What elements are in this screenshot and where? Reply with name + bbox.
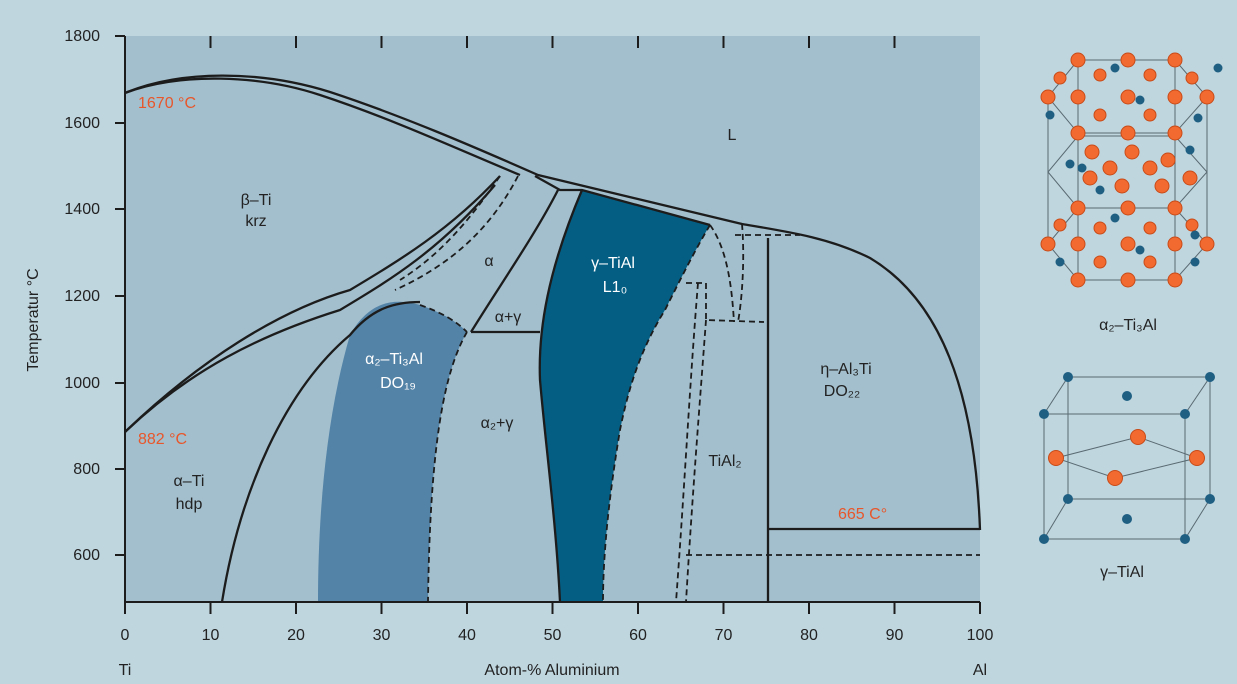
- phase-label-alpha: α: [484, 253, 493, 270]
- y-tick-label: 1600: [64, 115, 100, 132]
- dashed-tial2-left: [675, 282, 699, 603]
- alpha2-crystal-caption: α₂–Ti₃Al: [1099, 317, 1157, 334]
- x-tick-label: 10: [202, 627, 220, 644]
- x-tick-label: 60: [629, 627, 647, 644]
- ti-transition-label: 882 °C: [138, 431, 187, 448]
- gamma-region: [539, 190, 710, 602]
- x-tick-label: 20: [287, 627, 305, 644]
- y-axis-title: Temperatur °C: [25, 268, 42, 371]
- x-axis-right-end: Al: [973, 662, 987, 679]
- dashed-gamma-right: [602, 224, 711, 603]
- alpha2-bottom-layer-atoms: [1040, 200, 1215, 288]
- dashed-tial2-left-2: [685, 319, 707, 603]
- x-tick-label: 90: [886, 627, 904, 644]
- alpha2-crystal-illustration: [1040, 52, 1223, 288]
- x-tick-label: 30: [373, 627, 391, 644]
- dashed-upper-right-1: [709, 224, 735, 323]
- phase-label-gamma: γ–TiAl: [591, 255, 635, 272]
- phase-label-beta-struct: krz: [245, 213, 266, 230]
- phase-label-alpha2-struct: DO₁₉: [380, 375, 416, 392]
- y-tick-label: 1000: [64, 375, 100, 392]
- ti-melting-point-label: 1670 °C: [138, 95, 196, 112]
- dashed-alpha2-right: [427, 331, 468, 603]
- y-tick-label: 1400: [64, 201, 100, 218]
- gamma-crystal-caption: γ–TiAl: [1100, 564, 1144, 581]
- al-eutectic-label: 665 C°: [838, 506, 887, 523]
- liquidus-lower: [124, 77, 521, 177]
- dashed-upper-right-2: [737, 223, 745, 323]
- phase-label-eta: η–Al₃Ti: [820, 361, 871, 378]
- x-ticks: [124, 602, 981, 614]
- phase-label-alpha2-gamma: α₂+γ: [481, 415, 514, 432]
- y-tick-label: 1800: [64, 28, 100, 45]
- x-tick-label: 0: [121, 627, 130, 644]
- liquidus-upper: [124, 74, 982, 531]
- phase-label-gamma-struct: L1₀: [603, 279, 627, 296]
- x-axis-left-end: Ti: [119, 662, 132, 679]
- alpha2-middle-layer-atoms: [1065, 144, 1198, 195]
- gamma-crystal-illustration: [1039, 372, 1215, 544]
- phase-label-alpha-ti: α–Ti: [174, 473, 205, 490]
- y-tick-label: 1200: [64, 288, 100, 305]
- x-tick-label: 40: [458, 627, 476, 644]
- alpha-ti-boundary: [220, 300, 421, 603]
- phase-label-liquid: L: [728, 127, 737, 144]
- x-tick-label: 50: [544, 627, 562, 644]
- dashed-beta-alpha-1: [399, 175, 501, 281]
- x-tick-label: 70: [715, 627, 733, 644]
- gamma-left-boundary: [538, 189, 584, 603]
- x-tick-labels: 0 10 20 30 40 50 60 70 80 90 100: [121, 627, 994, 644]
- phase-label-eta-struct: DO₂₂: [824, 383, 860, 400]
- alpha-region-right: [470, 189, 560, 333]
- dashed-tial2-top: [686, 282, 765, 323]
- y-tick-label: 800: [73, 461, 100, 478]
- phase-label-tial2: TiAl₂: [708, 453, 741, 470]
- phase-label-alpha2: α₂–Ti₃Al: [365, 351, 423, 368]
- phase-label-alpha-gamma: α+γ: [495, 309, 522, 326]
- y-tick-labels: 1800 1600 1400 1200 1000 800 600: [64, 28, 100, 564]
- x-axis-title: Atom-% Aluminium: [484, 662, 619, 679]
- dashed-beta-alpha-2: [394, 175, 519, 291]
- phase-label-alpha-struct: hdp: [176, 496, 203, 513]
- y-ticks: [115, 35, 125, 556]
- beta-transus-upper: [124, 175, 501, 433]
- dashed-alpha2-top: [419, 304, 468, 333]
- x-tick-label: 80: [800, 627, 818, 644]
- alpha2-top-layer-atoms: [1040, 52, 1223, 141]
- gamma-top: [534, 174, 711, 227]
- beta-transus-lower: [124, 184, 496, 433]
- y-tick-label: 600: [73, 547, 100, 564]
- phase-label-beta: β–Ti: [241, 192, 272, 209]
- x-tick-label: 100: [967, 627, 994, 644]
- top-ticks: [209, 36, 896, 48]
